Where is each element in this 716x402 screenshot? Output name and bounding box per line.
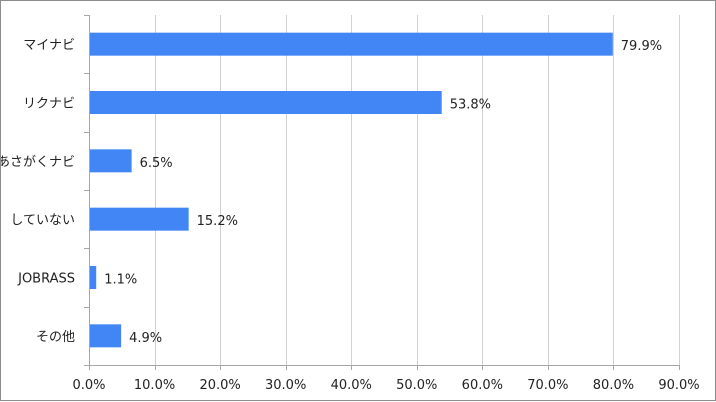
x-tick-label: 80.0%	[593, 378, 634, 393]
data-label: 6.5%	[140, 156, 173, 171]
data-label: 53.8%	[450, 98, 491, 113]
bar-4	[90, 266, 97, 289]
category-label: マイナビ	[23, 38, 75, 53]
x-tick-label: 60.0%	[462, 378, 503, 393]
data-label: 4.9%	[129, 331, 162, 346]
bar-0	[90, 32, 613, 56]
x-tick-label: 20.0%	[199, 378, 240, 393]
category-label: していない	[10, 213, 75, 228]
bar-5	[90, 324, 122, 348]
x-tick-label: 30.0%	[265, 378, 306, 393]
x-tick-label: 0.0%	[72, 378, 105, 393]
category-label: あさがくナビ	[1, 155, 75, 170]
x-tick-label: 40.0%	[331, 378, 372, 393]
x-tick-label: 70.0%	[527, 378, 568, 393]
x-tick-label: 50.0%	[396, 378, 437, 393]
data-label: 1.1%	[104, 273, 137, 288]
x-tick-label: 90.0%	[658, 378, 699, 393]
category-label: リクナビ	[23, 97, 75, 112]
data-label: 15.2%	[197, 214, 238, 229]
category-label: その他	[36, 330, 75, 345]
bar-3	[90, 207, 189, 231]
x-tick-label: 10.0%	[134, 378, 175, 393]
data-label: 79.9%	[621, 39, 662, 54]
bar-1	[90, 91, 442, 114]
category-label: JOBRASS	[17, 272, 75, 287]
bar-2	[90, 149, 132, 173]
